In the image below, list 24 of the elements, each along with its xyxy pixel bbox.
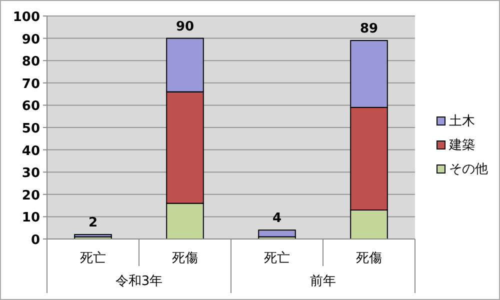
y-tick-label: 0 — [30, 233, 40, 248]
y-tick-label: 40 — [22, 144, 40, 159]
x-tick-label: 死傷 — [356, 251, 382, 266]
y-tick-label: 90 — [22, 32, 40, 48]
legend-label: 土木 — [449, 114, 475, 129]
y-tick-label: 100 — [12, 10, 40, 25]
total-label: 89 — [360, 22, 378, 37]
legend-label: 建築 — [448, 138, 475, 153]
total-label: 4 — [272, 211, 282, 226]
total-label: 2 — [88, 216, 98, 231]
x-tick-label: 死傷 — [172, 251, 198, 266]
x-tick-label: 死亡 — [264, 250, 290, 266]
y-tick-label: 10 — [22, 210, 40, 226]
text: 令和3年 — [115, 274, 163, 289]
y-tick-label: 50 — [22, 122, 40, 136]
x-tick-label: 死亡 — [80, 250, 106, 266]
y-tick-label: 80 — [22, 54, 40, 70]
y-tick-label: 30 — [22, 166, 40, 182]
text: 前年 — [310, 274, 336, 289]
y-tick-label: 70 — [22, 76, 40, 92]
y-tick-label: 20 — [22, 188, 40, 204]
total-label: 90 — [176, 19, 194, 34]
legend-label: その他 — [449, 162, 488, 177]
y-tick-label: 60 — [22, 99, 40, 114]
